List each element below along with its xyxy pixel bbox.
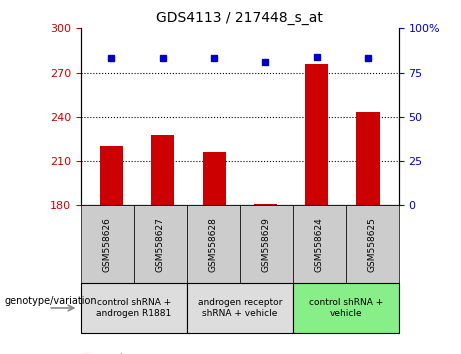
Text: control shRNA +
vehicle: control shRNA + vehicle [308, 298, 383, 318]
Text: GSM558629: GSM558629 [262, 217, 271, 272]
Text: control shRNA +
androgen R1881: control shRNA + androgen R1881 [96, 298, 171, 318]
Text: GSM558624: GSM558624 [315, 217, 324, 272]
Bar [254, 204, 277, 205]
Bar [151, 135, 174, 205]
Bar [305, 64, 328, 205]
Bar [356, 113, 379, 205]
Text: GSM558626: GSM558626 [103, 217, 112, 272]
Bar [100, 146, 123, 205]
Text: GSM558627: GSM558627 [156, 217, 165, 272]
Text: androgen receptor
shRNA + vehicle: androgen receptor shRNA + vehicle [197, 298, 282, 318]
Text: count: count [97, 353, 124, 354]
Title: GDS4113 / 217448_s_at: GDS4113 / 217448_s_at [156, 11, 323, 24]
Text: GSM558628: GSM558628 [209, 217, 218, 272]
Text: genotype/variation: genotype/variation [5, 296, 97, 306]
Text: ■: ■ [81, 353, 91, 354]
Text: GSM558625: GSM558625 [368, 217, 377, 272]
Bar [202, 152, 225, 205]
